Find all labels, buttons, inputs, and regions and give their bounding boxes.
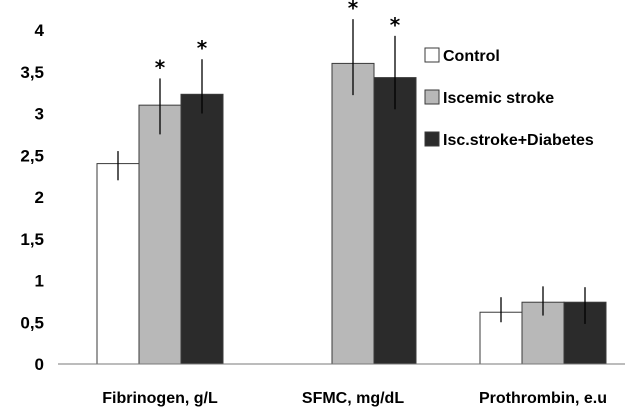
legend-swatch <box>424 131 440 147</box>
y-tick-label: 3 <box>35 105 44 124</box>
y-axis-ticks: 0 0,5 1 1,5 2 2,5 3 3,5 4 <box>20 21 44 374</box>
legend-label: Isc.stroke+Diabetes <box>443 132 594 149</box>
y-tick-label: 1 <box>35 272 44 291</box>
significance-star: * <box>348 0 359 20</box>
legend-item: Control <box>424 47 500 65</box>
y-tick-label: 2,5 <box>20 146 44 165</box>
bar <box>180 93 224 365</box>
bar <box>373 77 417 365</box>
legend-item: Iscemic stroke <box>424 89 554 107</box>
x-category-label: SFMC, mg/dL <box>302 390 404 407</box>
legend-label: Iscemic stroke <box>443 90 554 107</box>
bars <box>96 62 607 365</box>
significance-star: * <box>390 13 401 37</box>
x-category-label: Fibrinogen, g/L <box>102 390 218 407</box>
legend-swatch <box>424 47 440 63</box>
legend: Control Iscemic stroke Isc.stroke+Diabetes <box>424 47 594 149</box>
legend-item: Isc.stroke+Diabetes <box>424 131 594 149</box>
y-tick-label: 4 <box>35 21 45 40</box>
bar <box>138 104 182 365</box>
x-axis-labels: Fibrinogen, g/L SFMC, mg/dL Prothrombin, e… <box>102 390 607 407</box>
legend-label: Control <box>443 48 500 65</box>
bar <box>96 163 140 365</box>
significance-star: * <box>197 36 208 60</box>
significance-star: * <box>155 55 166 79</box>
y-tick-label: 1,5 <box>20 230 44 249</box>
bar <box>331 62 375 365</box>
x-category-label: Prothrombin, e.u <box>479 390 607 407</box>
y-tick-label: 0,5 <box>20 313 44 332</box>
y-tick-label: 3,5 <box>20 63 44 82</box>
legend-swatch <box>424 89 440 105</box>
significance-markers: * * * * <box>155 0 401 79</box>
y-tick-label: 2 <box>35 188 44 207</box>
error-bars <box>117 19 586 324</box>
y-tick-label: 0 <box>35 355 44 374</box>
